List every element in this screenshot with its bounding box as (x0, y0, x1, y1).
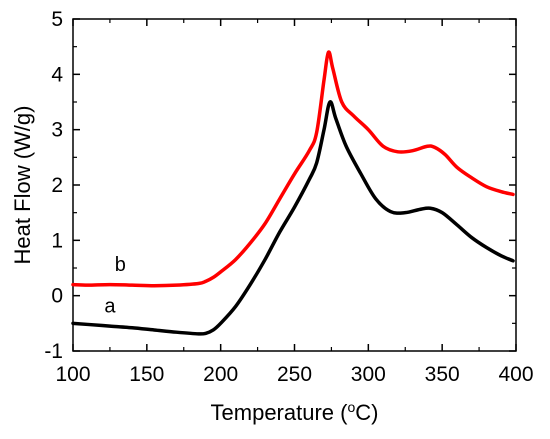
axis-titles: Heat Flow (W/g) Temperature (oC) (10, 106, 378, 425)
x-tick-label: 100 (55, 363, 90, 386)
x-tick-label: 400 (498, 363, 533, 386)
y-tick-label: 2 (51, 174, 63, 197)
x-tick-label: 200 (203, 363, 238, 386)
x-axis-title: Temperature (oC) (211, 399, 379, 425)
series-line-b (71, 50, 515, 288)
series-label-a: a (104, 295, 116, 317)
y-axis-title: Heat Flow (W/g) (10, 106, 35, 265)
y-tick-label: 4 (51, 63, 63, 86)
x-tick-label: 300 (351, 363, 386, 386)
y-tick-label: 3 (51, 119, 63, 142)
x-axis-title-degree: o (347, 399, 355, 415)
y-tick-label: -1 (44, 340, 63, 363)
x-axis-title-main: Temperature ( (211, 400, 349, 425)
series-label-b: b (115, 254, 126, 276)
x-tick-label: 150 (129, 363, 164, 386)
plot-frame (72, 18, 517, 352)
series-line-a (71, 100, 515, 336)
x-tick-label: 350 (425, 363, 460, 386)
y-tick-label: 5 (51, 8, 63, 31)
y-tick-label: 0 (51, 285, 63, 308)
y-tick-label: 1 (51, 229, 63, 252)
plot-area: 100 150 200 250 300 350 400 -1 0 1 2 3 4 5 ab (44, 8, 533, 386)
x-tick-label: 250 (277, 363, 312, 386)
x-axis-title-unit: C) (355, 400, 378, 425)
